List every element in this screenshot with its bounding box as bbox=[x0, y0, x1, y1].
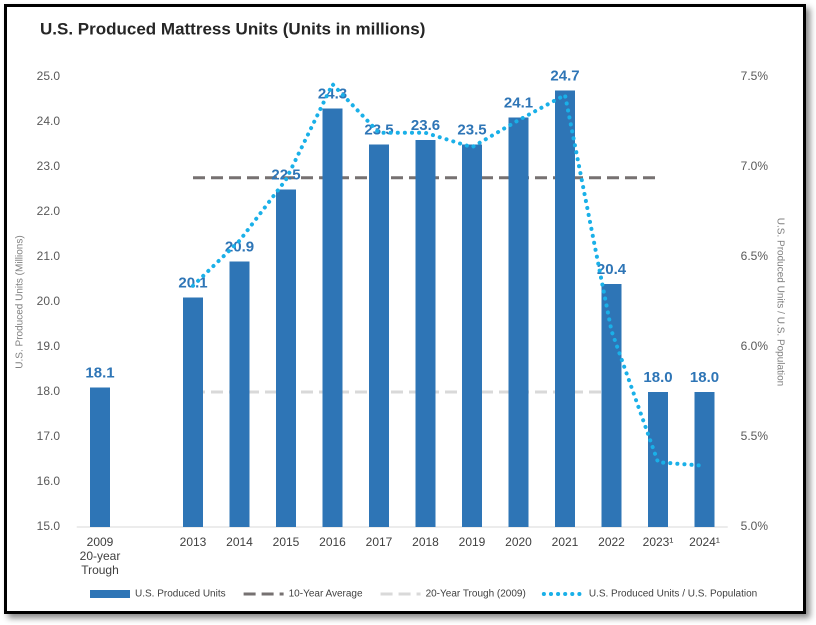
x-tick-label: 2020 bbox=[505, 535, 532, 549]
x-tick-label: 2013 bbox=[179, 535, 207, 549]
bar bbox=[415, 140, 436, 527]
x-tick-label: 2017 bbox=[365, 535, 393, 549]
bar bbox=[276, 189, 296, 527]
y-axis-label: U.S. Produced Units (Millions) bbox=[15, 235, 26, 368]
x-tick-label: 2019 bbox=[458, 535, 486, 549]
legend-label: U.S. Produced Units bbox=[135, 589, 226, 600]
legend-label: 20-Year Trough (2009) bbox=[426, 589, 526, 600]
bar bbox=[555, 90, 575, 527]
chart-title: U.S. Produced Mattress Units (Units in m… bbox=[40, 19, 425, 38]
y2-tick-label: 5.0% bbox=[741, 519, 769, 533]
legend-label: 10-Year Average bbox=[289, 589, 363, 600]
y-tick-label: 15.0 bbox=[37, 519, 61, 533]
y2-axis-label: U.S. Produced Units / U.S. Population bbox=[774, 218, 785, 386]
data-label: 20.9 bbox=[225, 238, 254, 255]
data-label: 20.4 bbox=[597, 261, 627, 278]
x-tick-label: 2021 bbox=[551, 535, 579, 549]
x-tick-label: 2023¹ bbox=[642, 535, 674, 549]
y-tick-label: 19.0 bbox=[37, 339, 61, 353]
bar bbox=[322, 108, 343, 527]
data-label: 23.5 bbox=[364, 121, 393, 138]
legend-label: U.S. Produced Units / U.S. Population bbox=[589, 589, 757, 600]
data-label: 23.6 bbox=[411, 117, 440, 134]
bar bbox=[462, 144, 482, 527]
y2-tick-label: 7.5% bbox=[741, 69, 769, 83]
bar bbox=[183, 297, 203, 527]
y-tick-label: 24.0 bbox=[37, 114, 61, 128]
data-label: 24.1 bbox=[504, 94, 533, 111]
frame bbox=[4, 4, 806, 614]
data-label: 22.5 bbox=[271, 166, 300, 183]
bar bbox=[90, 387, 110, 527]
x-tick-label: 2022 bbox=[598, 535, 625, 549]
y-tick-label: 21.0 bbox=[37, 249, 61, 263]
bar bbox=[508, 117, 529, 527]
y2-tick-label: 7.0% bbox=[741, 159, 769, 173]
y-tick-label: 17.0 bbox=[37, 429, 61, 443]
bar bbox=[369, 144, 389, 527]
x-tick-label: 2014 bbox=[226, 535, 253, 549]
bar bbox=[229, 261, 250, 527]
bar bbox=[694, 392, 715, 527]
data-label: 24.7 bbox=[550, 67, 579, 84]
y-tick-label: 18.0 bbox=[37, 384, 61, 398]
y-tick-label: 20.0 bbox=[37, 294, 61, 308]
x-tick-label: 2024¹ bbox=[689, 535, 720, 549]
x-tick-label: 2009 20-year Trough bbox=[79, 535, 121, 577]
data-label: 18.0 bbox=[643, 369, 672, 386]
y2-tick-label: 5.5% bbox=[741, 429, 769, 443]
legend-swatch bbox=[90, 590, 130, 598]
y-tick-label: 25.0 bbox=[37, 69, 61, 83]
data-label: 20.1 bbox=[178, 274, 207, 291]
bar bbox=[601, 284, 622, 527]
data-label: 18.1 bbox=[85, 364, 114, 381]
x-tick-label: 2015 bbox=[272, 535, 300, 549]
line bbox=[191, 80, 707, 468]
x-tick-label: 2016 bbox=[319, 535, 346, 549]
y-tick-label: 16.0 bbox=[37, 474, 61, 488]
data-label: 23.5 bbox=[457, 121, 486, 138]
y2-tick-label: 6.0% bbox=[741, 339, 769, 353]
x-tick-label: 2018 bbox=[412, 535, 439, 549]
data-label: 18.0 bbox=[690, 369, 719, 386]
y-tick-label: 23.0 bbox=[37, 159, 61, 173]
y-tick-label: 22.0 bbox=[37, 204, 61, 218]
y2-tick-label: 6.5% bbox=[741, 249, 769, 263]
